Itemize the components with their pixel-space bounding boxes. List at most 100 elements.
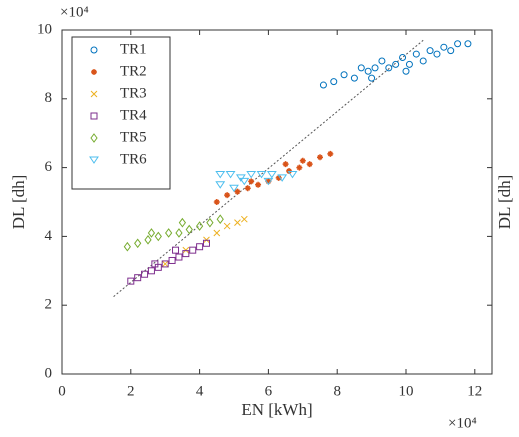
point	[357, 64, 365, 72]
point	[265, 178, 272, 185]
point	[178, 217, 187, 228]
point	[172, 246, 180, 254]
point	[368, 74, 376, 82]
point	[215, 181, 226, 189]
plot-box	[61, 29, 493, 375]
point	[224, 192, 231, 199]
legend-marker	[89, 156, 99, 164]
point	[248, 178, 255, 185]
point	[151, 260, 159, 268]
point	[223, 222, 231, 230]
point	[154, 231, 162, 242]
point	[255, 181, 262, 188]
point	[317, 154, 323, 161]
point	[412, 50, 420, 58]
legend-label: TR2	[120, 63, 147, 79]
point	[402, 67, 410, 75]
legend-label: TR3	[120, 85, 147, 101]
point	[244, 185, 251, 192]
right-axis-label: DL [dh]	[495, 175, 514, 230]
point	[196, 243, 204, 251]
y-tick-label: 10	[37, 21, 52, 37]
x-tick-label: 0	[58, 383, 66, 399]
series	[127, 239, 210, 285]
y-tick-label: 4	[45, 228, 53, 244]
point	[206, 217, 214, 228]
point	[213, 199, 220, 205]
point	[141, 270, 149, 278]
point	[350, 74, 358, 82]
legend-box	[71, 36, 171, 190]
point	[378, 57, 386, 65]
y-tick-label: 8	[45, 90, 53, 106]
point	[213, 229, 221, 237]
point	[419, 57, 427, 65]
point	[240, 215, 248, 223]
point	[405, 60, 413, 68]
series	[319, 40, 472, 89]
legend: TR1 TR2 TR3 TR4 TR5 TR6	[71, 36, 171, 190]
point	[433, 50, 441, 58]
point	[134, 238, 142, 249]
point	[287, 170, 298, 179]
x-axis-label: EN [kWh]	[241, 400, 312, 419]
x-tick-label: 8	[333, 383, 341, 399]
legend-label: TR1	[120, 41, 147, 57]
point	[306, 161, 313, 168]
point	[175, 253, 183, 261]
point	[215, 170, 226, 179]
legend-label: TR5	[120, 129, 147, 145]
point	[399, 54, 407, 62]
legend-label: TR6	[120, 151, 147, 167]
legend-label: TR4	[120, 107, 147, 123]
point	[202, 239, 210, 247]
y-tick-label: 6	[45, 159, 53, 175]
point	[319, 81, 327, 89]
point	[161, 260, 169, 268]
legend-marker	[90, 133, 98, 143]
y-axis-label: DL [dh]	[9, 175, 28, 230]
point	[440, 43, 448, 51]
point	[161, 260, 169, 268]
point	[168, 256, 176, 264]
point	[299, 157, 306, 164]
point	[234, 188, 241, 195]
point	[127, 277, 135, 285]
x-tick-label: 2	[127, 383, 135, 399]
x-tick-label: 6	[265, 383, 273, 399]
y-multiplier: ×10⁴	[60, 4, 89, 20]
x-multiplier: ×10⁴	[448, 415, 477, 431]
x-tick-label: 12	[467, 383, 482, 399]
legend-marker	[90, 46, 98, 54]
point	[144, 235, 152, 245]
point	[392, 60, 400, 68]
y-tick-label: 2	[45, 297, 53, 313]
series	[123, 214, 224, 252]
point	[256, 170, 267, 179]
y-tick-label: 0	[45, 365, 53, 381]
point	[175, 228, 183, 238]
point	[216, 214, 224, 225]
point	[147, 228, 156, 238]
point	[277, 174, 288, 182]
point	[123, 241, 131, 252]
point	[225, 170, 236, 179]
point	[195, 221, 204, 231]
point	[464, 40, 472, 48]
point	[447, 47, 455, 55]
point	[275, 174, 282, 181]
point	[263, 177, 274, 186]
legend-marker	[90, 90, 98, 98]
legend-marker	[90, 112, 98, 120]
point	[189, 246, 197, 254]
point	[182, 250, 190, 258]
point	[147, 267, 155, 275]
point	[426, 47, 434, 55]
point	[330, 78, 338, 86]
point	[454, 40, 462, 48]
point	[371, 64, 379, 72]
point	[296, 164, 303, 171]
point	[185, 224, 193, 235]
point	[282, 161, 289, 168]
